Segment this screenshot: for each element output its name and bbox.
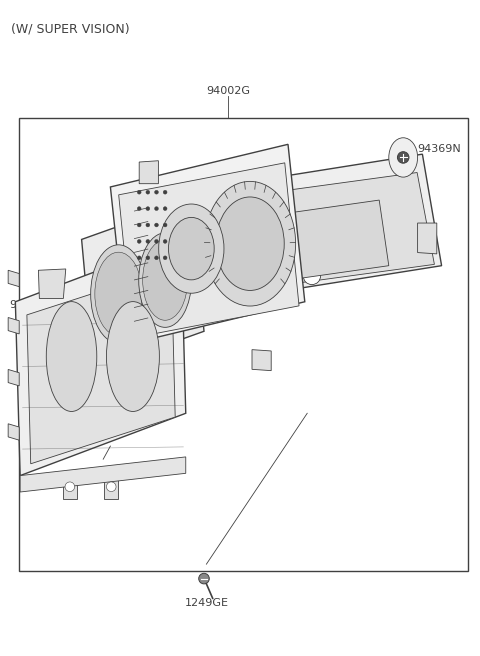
Polygon shape bbox=[216, 154, 442, 298]
Circle shape bbox=[137, 190, 141, 194]
Text: 94360H: 94360H bbox=[10, 300, 53, 310]
Polygon shape bbox=[252, 350, 271, 371]
Circle shape bbox=[155, 190, 158, 194]
Circle shape bbox=[137, 223, 141, 227]
Text: 1249GE: 1249GE bbox=[184, 598, 228, 608]
Circle shape bbox=[303, 268, 321, 285]
Ellipse shape bbox=[91, 245, 146, 343]
Circle shape bbox=[163, 239, 167, 243]
Bar bbox=[19, 118, 468, 571]
Text: 94120A: 94120A bbox=[137, 241, 180, 251]
Polygon shape bbox=[20, 457, 186, 492]
Circle shape bbox=[137, 256, 141, 260]
Polygon shape bbox=[38, 269, 66, 298]
Polygon shape bbox=[8, 270, 19, 287]
Polygon shape bbox=[264, 200, 389, 282]
Circle shape bbox=[163, 207, 167, 211]
Polygon shape bbox=[15, 239, 186, 476]
Circle shape bbox=[155, 223, 158, 227]
Circle shape bbox=[146, 207, 150, 211]
Circle shape bbox=[199, 573, 209, 584]
Circle shape bbox=[146, 223, 150, 227]
Polygon shape bbox=[82, 200, 204, 371]
Circle shape bbox=[155, 207, 158, 211]
Polygon shape bbox=[110, 144, 305, 344]
Ellipse shape bbox=[221, 162, 250, 201]
Circle shape bbox=[146, 190, 150, 194]
Polygon shape bbox=[8, 318, 19, 334]
Circle shape bbox=[65, 482, 75, 491]
Polygon shape bbox=[139, 161, 158, 184]
Ellipse shape bbox=[107, 302, 159, 411]
Ellipse shape bbox=[46, 302, 97, 411]
Polygon shape bbox=[8, 369, 19, 386]
Circle shape bbox=[137, 239, 141, 243]
Text: (W/ SUPER VISION): (W/ SUPER VISION) bbox=[11, 23, 129, 36]
Circle shape bbox=[233, 279, 251, 297]
Circle shape bbox=[137, 207, 141, 211]
Polygon shape bbox=[221, 236, 235, 276]
Text: 94369N: 94369N bbox=[418, 144, 461, 154]
Polygon shape bbox=[8, 424, 19, 440]
Polygon shape bbox=[154, 374, 171, 396]
Polygon shape bbox=[62, 472, 77, 499]
Text: 94002G: 94002G bbox=[206, 87, 250, 96]
Circle shape bbox=[397, 152, 409, 163]
Polygon shape bbox=[418, 223, 437, 254]
Circle shape bbox=[155, 239, 158, 243]
Ellipse shape bbox=[159, 204, 224, 293]
Circle shape bbox=[107, 482, 116, 491]
Circle shape bbox=[163, 190, 167, 194]
Ellipse shape bbox=[204, 181, 296, 306]
Circle shape bbox=[163, 223, 167, 227]
Polygon shape bbox=[225, 173, 434, 291]
Polygon shape bbox=[104, 472, 119, 499]
Ellipse shape bbox=[143, 240, 188, 320]
Ellipse shape bbox=[139, 233, 192, 327]
Ellipse shape bbox=[389, 138, 418, 177]
Circle shape bbox=[271, 272, 286, 286]
Circle shape bbox=[163, 256, 167, 260]
Circle shape bbox=[146, 239, 150, 243]
Polygon shape bbox=[119, 163, 299, 338]
Text: 94363A: 94363A bbox=[72, 469, 115, 479]
Ellipse shape bbox=[216, 197, 284, 291]
Circle shape bbox=[146, 256, 150, 260]
Circle shape bbox=[155, 256, 158, 260]
Ellipse shape bbox=[168, 217, 214, 280]
Ellipse shape bbox=[95, 252, 142, 336]
Polygon shape bbox=[27, 268, 175, 464]
